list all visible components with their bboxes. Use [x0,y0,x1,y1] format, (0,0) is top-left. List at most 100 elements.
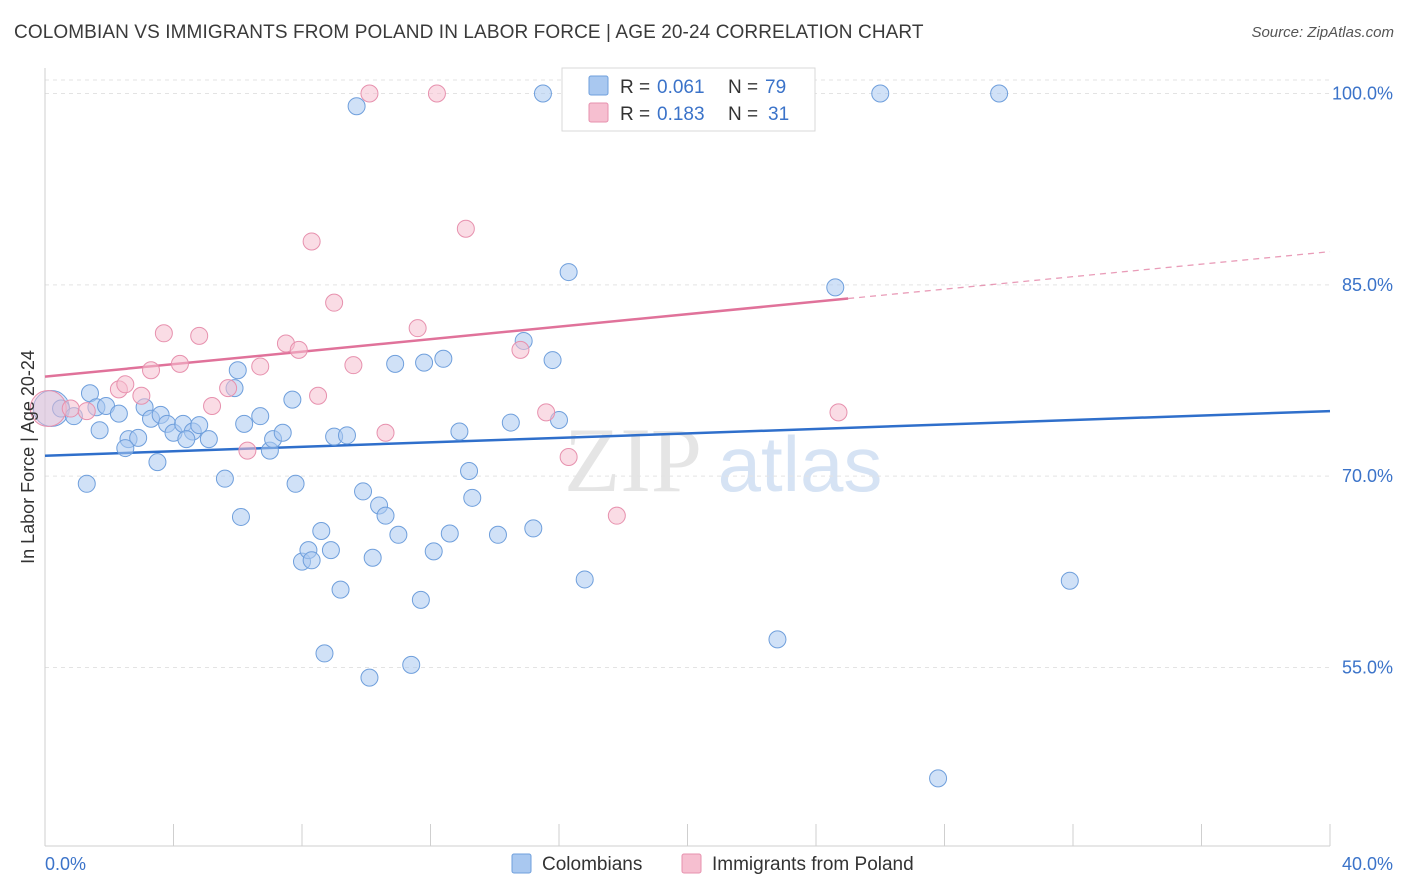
point-pink [376,423,395,442]
point-blue [251,407,270,426]
y-axis-title: In Labor Force | Age 20-24 [18,350,38,564]
point-blue [1060,571,1079,590]
chart-title: COLOMBIAN VS IMMIGRANTS FROM POLAND IN L… [14,22,924,43]
point-pink [190,326,209,345]
point-blue [929,769,948,788]
point-pink [829,403,848,422]
point-pink [142,361,161,380]
stats-n-value-2: 31 [768,104,789,125]
point-pink [77,402,96,421]
point-pink [309,386,328,405]
stats-r-label-2: R = [620,104,650,125]
point-blue [283,390,302,409]
point-blue [424,542,443,561]
point-blue [116,439,135,458]
point-pink [170,354,189,373]
y-tick-label: 55.0% [1342,657,1393,677]
point-blue [321,541,340,560]
point-pink [302,232,321,251]
point-blue [273,423,292,442]
point-blue [460,462,479,481]
bottom-legend: Colombians Immigrants from Poland [511,853,914,875]
point-blue [524,519,543,538]
point-blue [231,507,250,526]
point-blue [501,413,520,432]
point-pink [251,357,270,376]
point-blue [826,278,845,297]
point-blue [199,430,218,449]
point-blue [543,351,562,370]
y-tick-labels: 100.0% 85.0% 70.0% 55.0% [1332,84,1393,678]
point-blue [389,525,408,544]
point-pink [511,340,530,359]
point-blue [575,570,594,589]
point-pink [456,219,475,238]
point-blue [768,630,787,649]
chart-source: Source: ZipAtlas.com [1251,24,1394,41]
y-tick-label: 85.0% [1342,275,1393,295]
point-blue [190,416,209,435]
point-blue [376,506,395,525]
point-blue [315,644,334,663]
point-blue [235,414,254,433]
point-blue [77,474,96,493]
stats-swatch-blue [588,75,609,96]
point-blue [148,453,167,472]
point-pink [289,340,308,359]
stats-n-value-1: 79 [765,77,786,98]
point-pink [344,356,363,375]
trend-line-dashed-pink [848,251,1331,300]
point-pink [427,84,446,103]
stats-r-value-1: 0.061 [657,77,705,98]
point-pink [154,324,173,343]
x-tick-labels: 0.0% 40.0% [45,854,1393,874]
y-tick-label: 100.0% [1332,84,1393,104]
point-pink [219,379,238,398]
point-blue [411,590,430,609]
point-blue [488,525,507,544]
point-blue [386,354,405,373]
point-pink [360,84,379,103]
point-pink [203,396,222,415]
point-blue [871,84,890,103]
point-pink [607,506,626,525]
data-points [29,84,1079,788]
point-blue [347,97,366,116]
point-blue [363,548,382,567]
y-tick-label: 70.0% [1342,466,1393,486]
point-blue [360,668,379,687]
x-tick-label: 40.0% [1342,854,1393,874]
point-blue [450,422,469,441]
point-pink [116,375,135,394]
point-blue [286,474,305,493]
point-pink [325,293,344,312]
watermark-atlas: atlas [718,420,883,508]
trend-line-blue [44,409,1331,457]
point-pink [132,386,151,405]
point-blue [331,580,350,599]
point-blue [90,421,109,440]
stats-n-label-2: N = [728,104,758,125]
point-blue [312,521,331,540]
x-tick-label: 0.0% [45,854,86,874]
point-blue [415,353,434,372]
point-pink [559,448,578,466]
point-pink [537,403,556,422]
point-blue [559,263,578,282]
stats-n-label-1: N = [728,77,758,98]
legend-label-poland: Immigrants from Poland [712,854,914,875]
stats-r-value-2: 0.183 [657,104,705,125]
point-pink [408,319,427,338]
legend-swatch-colombians [511,853,532,874]
point-pink [61,399,80,418]
point-blue [177,430,196,449]
point-blue [402,655,421,674]
point-blue [302,551,321,570]
point-blue [129,428,148,447]
legend-swatch-poland [681,853,702,874]
point-blue [228,361,247,380]
point-blue [434,349,453,368]
point-pink [238,441,257,460]
point-blue [109,404,128,423]
